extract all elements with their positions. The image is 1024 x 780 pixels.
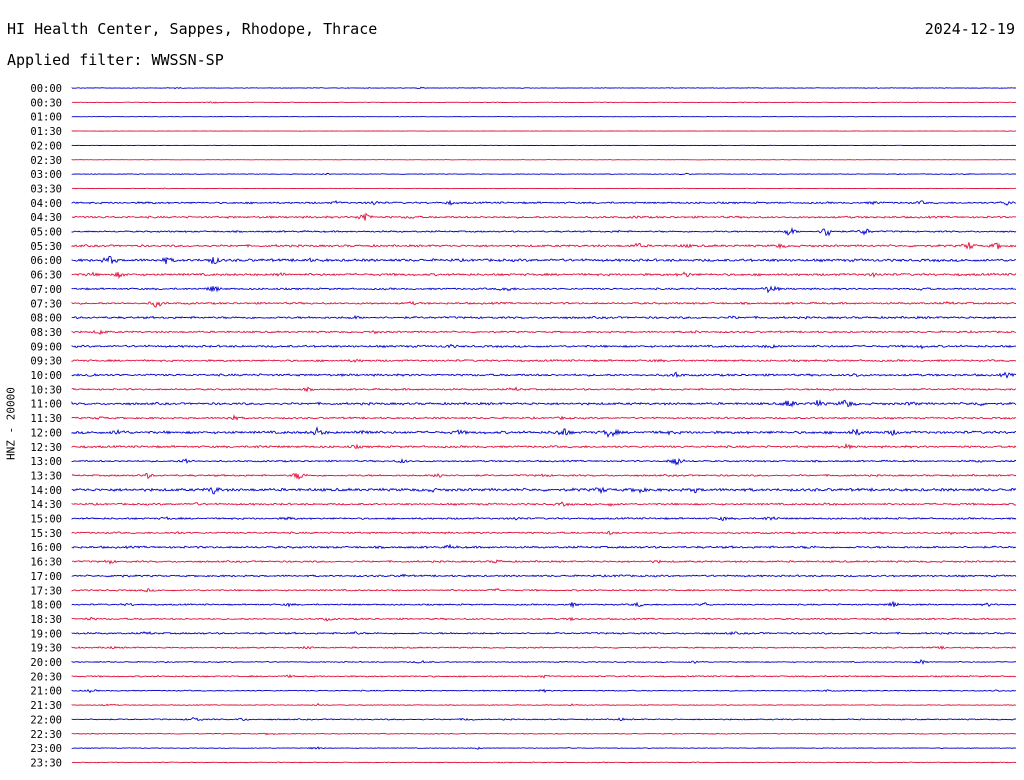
trace-line bbox=[71, 472, 1017, 480]
trace-line bbox=[71, 457, 1017, 466]
row-time-label: 20:00 bbox=[30, 657, 62, 669]
row-time-label: 01:30 bbox=[30, 126, 62, 138]
row-time-label: 08:00 bbox=[30, 313, 62, 325]
trace-line bbox=[71, 199, 1017, 206]
trace-line bbox=[71, 314, 1017, 320]
row-time-label: 04:00 bbox=[30, 198, 62, 210]
row-time-label: 11:00 bbox=[30, 399, 62, 411]
trace-line bbox=[71, 732, 1017, 736]
trace-line bbox=[71, 414, 1017, 421]
row-time-label: 11:30 bbox=[30, 413, 62, 425]
row-time-label: 13:00 bbox=[30, 456, 62, 468]
trace-line bbox=[72, 101, 1017, 104]
row-time-label: 17:30 bbox=[30, 585, 62, 597]
row-time-label: 23:00 bbox=[30, 743, 62, 755]
trace-line bbox=[71, 130, 1017, 132]
trace-line bbox=[71, 172, 1017, 176]
row-time-label: 21:00 bbox=[30, 686, 62, 698]
row-time-label: 03:30 bbox=[30, 183, 62, 195]
trace-line bbox=[71, 516, 1017, 522]
row-time-label: 05:30 bbox=[30, 241, 62, 253]
row-time-label: 15:00 bbox=[30, 514, 62, 526]
trace-line bbox=[71, 442, 1017, 450]
trace-line bbox=[71, 501, 1017, 507]
trace-line bbox=[71, 486, 1017, 495]
row-time-label: 22:00 bbox=[30, 714, 62, 726]
row-time-label: 18:30 bbox=[30, 614, 62, 626]
row-time-label: 20:30 bbox=[30, 671, 62, 683]
row-time-label: 14:30 bbox=[30, 499, 62, 511]
trace-line bbox=[71, 358, 1017, 363]
trace-line bbox=[71, 399, 1017, 408]
trace-line bbox=[71, 255, 1017, 265]
trace-line bbox=[71, 674, 1017, 679]
row-time-label: 19:00 bbox=[30, 628, 62, 640]
trace-line bbox=[71, 616, 1017, 622]
trace-line bbox=[71, 530, 1017, 536]
row-time-label: 05:00 bbox=[30, 227, 62, 239]
row-time-label: 16:00 bbox=[30, 542, 62, 554]
row-time-label: 23:30 bbox=[30, 757, 62, 769]
trace-line bbox=[71, 212, 1017, 221]
row-time-label: 08:30 bbox=[30, 327, 62, 339]
trace-line bbox=[71, 271, 1017, 280]
row-time-label: 00:00 bbox=[30, 83, 62, 95]
trace-line bbox=[71, 226, 1017, 237]
trace-line bbox=[71, 631, 1017, 636]
row-time-label: 00:30 bbox=[30, 97, 62, 109]
trace-line bbox=[71, 386, 1017, 393]
trace-line bbox=[71, 543, 1017, 550]
row-time-label: 06:30 bbox=[30, 270, 62, 282]
row-time-label: 06:00 bbox=[30, 255, 62, 267]
trace-line bbox=[71, 426, 1017, 439]
row-time-label: 18:00 bbox=[30, 600, 62, 612]
station-title: HI Health Center, Sappes, Rhodope, Thrac… bbox=[7, 20, 378, 38]
row-time-label: 12:00 bbox=[30, 427, 62, 439]
row-time-label: 07:30 bbox=[30, 298, 62, 310]
trace-line bbox=[71, 559, 1017, 565]
row-time-label: 04:30 bbox=[30, 212, 62, 224]
trace-line bbox=[71, 587, 1017, 593]
row-time-label: 09:30 bbox=[30, 356, 62, 368]
trace-line bbox=[71, 329, 1017, 335]
trace-line bbox=[71, 285, 1017, 294]
trace-line bbox=[71, 242, 1017, 251]
row-time-label: 22:30 bbox=[30, 729, 62, 741]
row-time-label: 10:00 bbox=[30, 370, 62, 382]
trace-line bbox=[71, 371, 1017, 379]
row-time-label: 07:00 bbox=[30, 284, 62, 296]
row-time-label: 19:30 bbox=[30, 643, 62, 655]
trace-line bbox=[71, 659, 1017, 665]
row-time-label: 21:30 bbox=[30, 700, 62, 712]
trace-line bbox=[71, 573, 1017, 578]
row-time-label: 10:30 bbox=[30, 384, 62, 396]
row-time-label: 12:30 bbox=[30, 442, 62, 454]
trace-line bbox=[71, 761, 1016, 764]
trace-line bbox=[71, 300, 1017, 308]
trace-line bbox=[71, 746, 1017, 750]
trace-line bbox=[71, 600, 1017, 609]
row-time-label: 14:00 bbox=[30, 485, 62, 497]
row-time-label: 02:30 bbox=[30, 155, 62, 167]
trace-line bbox=[71, 702, 1017, 707]
row-time-label: 01:00 bbox=[30, 112, 62, 124]
row-time-label: 15:30 bbox=[30, 528, 62, 540]
trace-line bbox=[71, 688, 1017, 694]
trace-line bbox=[72, 187, 1016, 190]
filter-label: Applied filter: WWSSN-SP bbox=[7, 51, 224, 69]
trace-line bbox=[71, 86, 1017, 90]
date-label: 2024-12-19 bbox=[924, 20, 1015, 38]
row-time-label: 09:00 bbox=[30, 341, 62, 353]
row-time-label: 02:00 bbox=[30, 140, 62, 152]
row-time-label: 17:00 bbox=[30, 571, 62, 583]
trace-line bbox=[71, 717, 1017, 722]
row-time-label: 03:00 bbox=[30, 169, 62, 181]
row-time-label: 13:30 bbox=[30, 470, 62, 482]
row-time-label: 16:30 bbox=[30, 557, 62, 569]
trace-line bbox=[71, 645, 1017, 651]
trace-line bbox=[71, 343, 1017, 350]
